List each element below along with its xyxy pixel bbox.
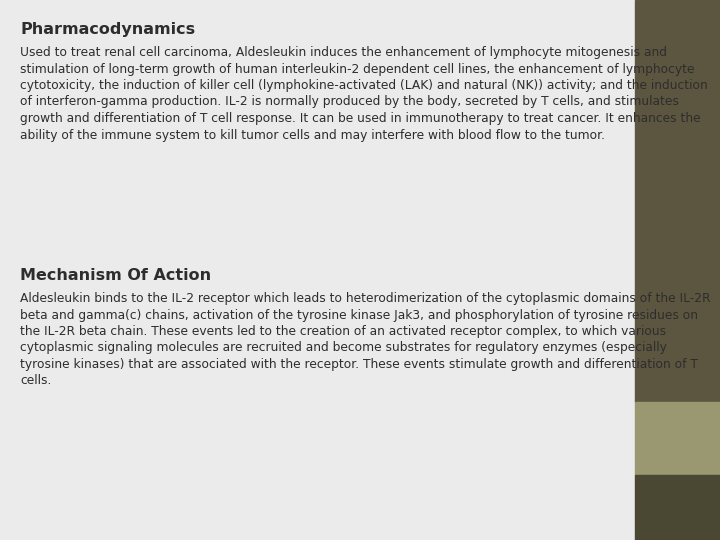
Bar xyxy=(635,475,720,540)
Text: Pharmacodynamics: Pharmacodynamics xyxy=(20,22,195,37)
Text: Aldesleukin binds to the IL-2 receptor which leads to heterodimerization of the : Aldesleukin binds to the IL-2 receptor w… xyxy=(20,292,711,388)
Text: Used to treat renal cell carcinoma, Aldesleukin induces the enhancement of lymph: Used to treat renal cell carcinoma, Alde… xyxy=(20,46,708,141)
Bar xyxy=(635,402,720,475)
Text: Mechanism Of Action: Mechanism Of Action xyxy=(20,268,211,283)
Bar xyxy=(635,0,720,402)
